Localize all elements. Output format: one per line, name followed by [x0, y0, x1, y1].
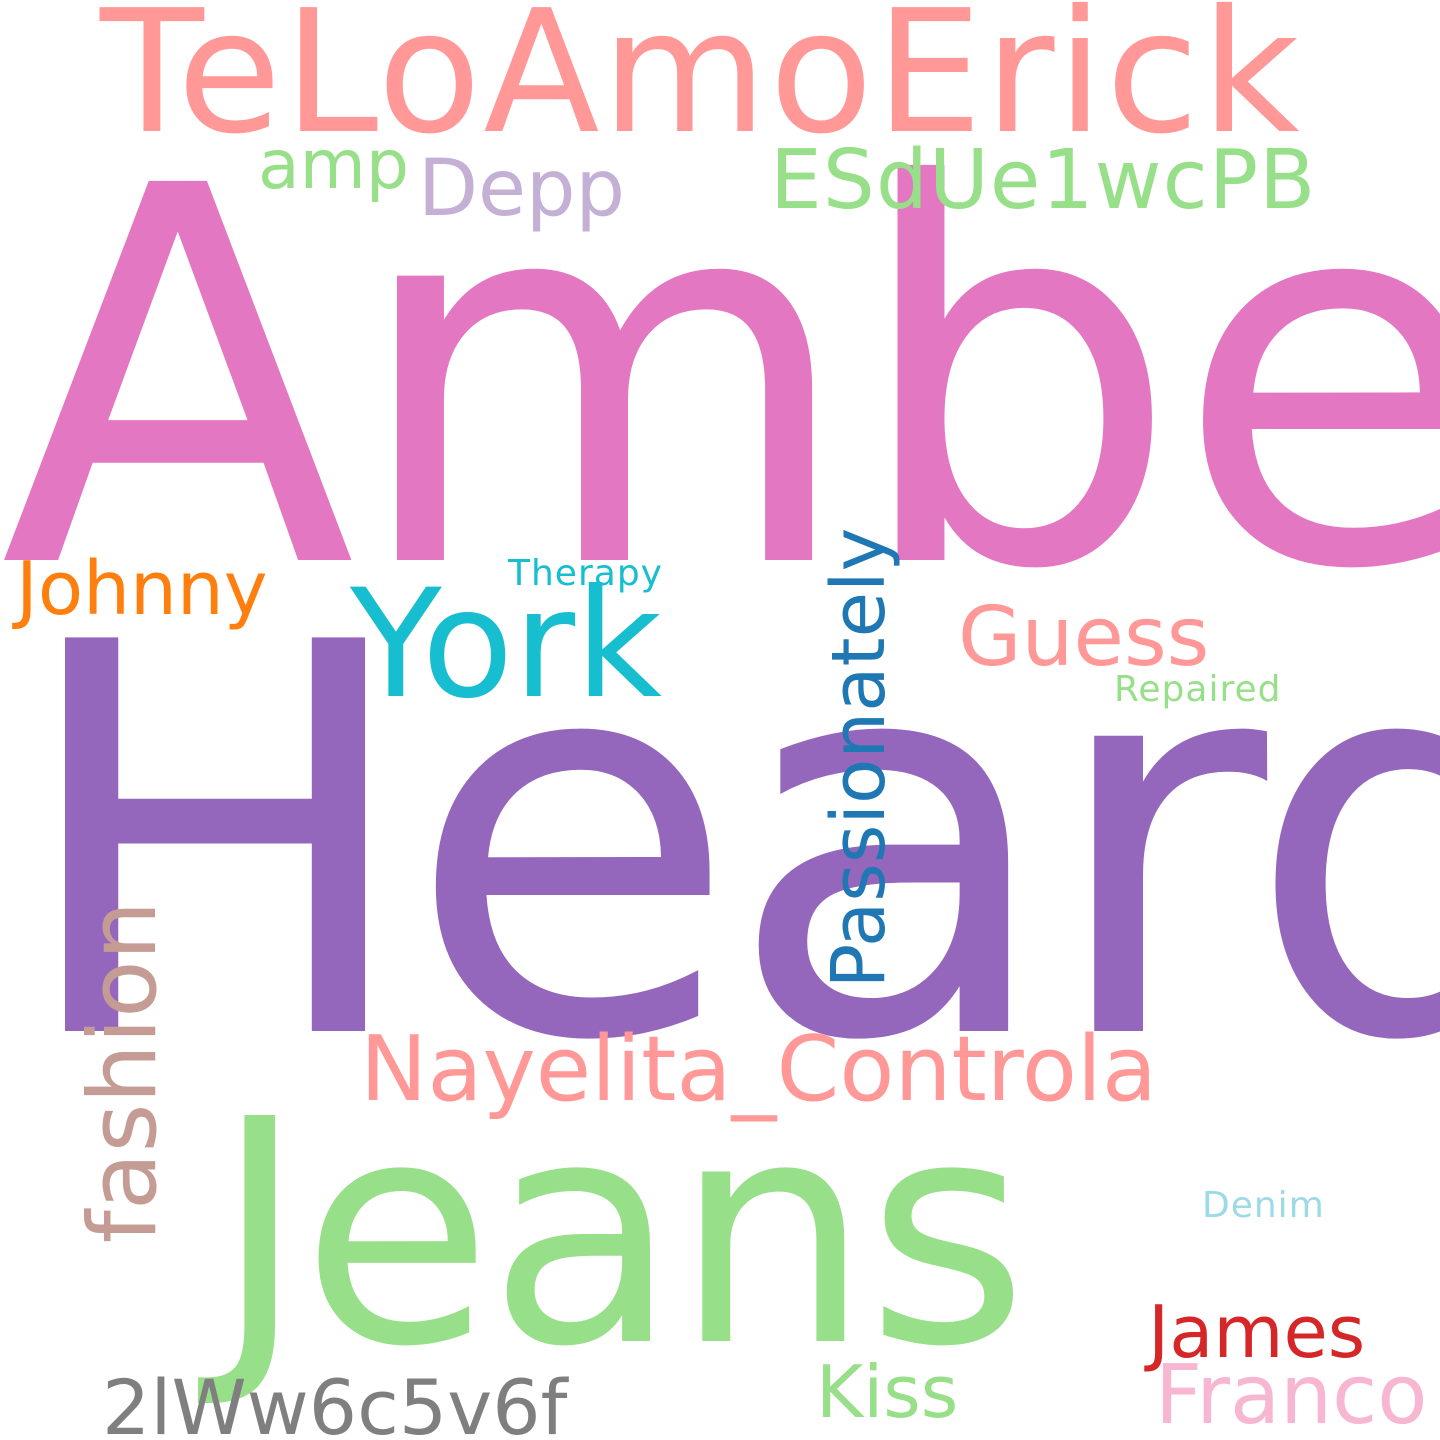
- word-guess: Guess: [958, 590, 1210, 685]
- word-york: York: [350, 558, 663, 732]
- word-2lww6c5v6f: 2lWw6c5v6f: [102, 1363, 568, 1440]
- word-depp: Depp: [418, 144, 626, 234]
- word-teloamoerick: TeLoAmoErick: [100, 0, 1302, 172]
- word-repaired: Repaired: [1114, 669, 1282, 710]
- word-jeans: Jeans: [214, 1054, 1028, 1415]
- word-denim: Denim: [1202, 1185, 1325, 1226]
- word-amp: amp: [258, 126, 410, 205]
- word-esdue1wcpb: ESdUe1wcPB: [770, 133, 1317, 228]
- word-kiss: Kiss: [816, 1350, 959, 1434]
- word-nayelita-controla: Nayelita_Controla: [360, 1017, 1158, 1122]
- word-franco: Franco: [1155, 1348, 1428, 1440]
- word-johnny: Johnny: [16, 546, 268, 632]
- word-fashion: fashion: [69, 900, 178, 1244]
- word-heard: Heard: [12, 531, 1440, 1159]
- word-passionately: Passionately: [816, 527, 902, 989]
- word-therapy: Therapy: [508, 553, 663, 594]
- word-amber: Amber: [0, 77, 1440, 683]
- word-james: James: [1148, 1290, 1366, 1374]
